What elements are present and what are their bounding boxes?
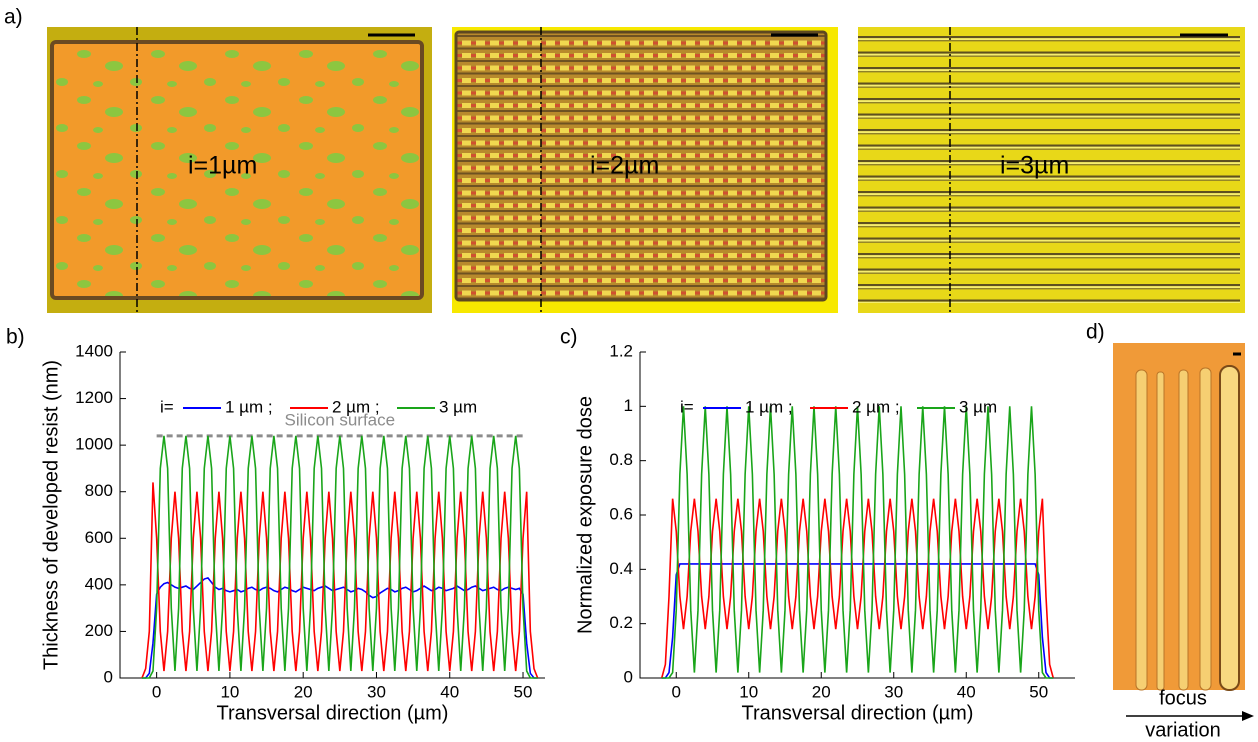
x-tick-label: 10 xyxy=(739,682,758,701)
y-tick-label: 0.6 xyxy=(609,504,633,523)
x-tick-label: 0 xyxy=(672,682,681,701)
x-tick-label: 30 xyxy=(884,682,903,701)
x-tick-label: 20 xyxy=(294,682,313,701)
grating-area xyxy=(454,30,828,302)
y-tick-label: 600 xyxy=(85,528,113,547)
x-tick-label: 20 xyxy=(812,682,831,701)
y-tick-label: 1000 xyxy=(75,435,113,454)
legend-label: 1 µm ; xyxy=(225,397,273,416)
image-label: i=2µm xyxy=(590,152,659,180)
y-tick-label: 0.8 xyxy=(609,450,633,469)
x-tick-label: 50 xyxy=(514,682,533,701)
micrograph-2: i=2µm xyxy=(452,27,838,313)
y-tick-label: 0 xyxy=(624,667,633,686)
micrograph-1: i=1µm xyxy=(47,27,432,313)
annotation-text: Silicon surface xyxy=(285,410,396,429)
x-tick-label: 50 xyxy=(1029,682,1048,701)
y-tick-label: 0 xyxy=(104,667,113,686)
arrow-head xyxy=(1242,711,1254,721)
developed-spots xyxy=(54,44,420,296)
chart: 0 200 400 600 800 1000 1200 1400 0 10 20 30 40 50 Tran… xyxy=(40,341,545,724)
y-tick-label: 1.2 xyxy=(609,341,633,360)
legend-label: 3 µm xyxy=(959,397,997,416)
panel-d: d) focus variation xyxy=(1086,321,1254,741)
legend-label: 2 µm ; xyxy=(852,397,900,416)
legend-label: 2 µm ; xyxy=(332,397,380,416)
y-tick-label: 0.2 xyxy=(609,613,633,632)
y-tick-label: 800 xyxy=(85,481,113,500)
y-tick-label: 1400 xyxy=(75,341,113,360)
x-tick-label: 10 xyxy=(220,682,239,701)
line-pattern xyxy=(1178,369,1189,691)
image-label: i=1µm xyxy=(188,152,257,180)
line-pattern xyxy=(1135,369,1148,691)
y-tick-label: 0.4 xyxy=(609,559,633,578)
panel-label: b) xyxy=(6,326,25,349)
line-pattern xyxy=(1199,367,1212,691)
y-axis-label: Thickness of developed resist (nm) xyxy=(40,360,62,670)
legend-label: 3 µm xyxy=(439,397,477,416)
x-tick-label: 30 xyxy=(367,682,386,701)
micrograph-3: i=3µm xyxy=(858,27,1245,313)
y-tick-label: 1200 xyxy=(75,388,113,407)
y-axis-label: Normalized exposure dose xyxy=(574,396,596,634)
x-axis-label: Transversal direction (µm) xyxy=(217,702,449,724)
legend-title: i= xyxy=(680,397,694,416)
chart: 0 0.2 0.4 0.6 0.8 1 1.2 0 10 20 30 40 50 Transversal … xyxy=(574,341,1075,724)
data-line xyxy=(141,435,538,679)
panel-label: c) xyxy=(560,326,578,349)
x-tick-label: 40 xyxy=(957,682,976,701)
y-tick-label: 200 xyxy=(85,621,113,640)
line-pattern xyxy=(1156,371,1165,691)
legend-label: 1 µm ; xyxy=(745,397,793,416)
legend-title: i= xyxy=(160,397,174,416)
grating-lines xyxy=(858,33,1240,303)
focus-label: focus xyxy=(1159,687,1207,709)
x-axis-label: Transversal direction (µm) xyxy=(742,702,974,724)
data-line xyxy=(141,576,538,679)
image-label: i=3µm xyxy=(1000,152,1069,180)
x-tick-label: 40 xyxy=(440,682,459,701)
line-pattern xyxy=(1219,365,1240,691)
y-tick-label: 1 xyxy=(624,396,633,415)
y-tick-label: 400 xyxy=(85,574,113,593)
data-line xyxy=(661,406,1054,679)
data-line xyxy=(141,482,539,679)
panel-a: a) i=1µm i=2µm i=3µm xyxy=(4,6,1245,313)
axis-line xyxy=(639,352,1075,679)
data-line xyxy=(660,498,1055,679)
x-tick-label: 0 xyxy=(152,682,161,701)
panel-label: a) xyxy=(4,6,23,29)
axis-line xyxy=(119,352,545,679)
panel-label: d) xyxy=(1086,321,1105,344)
focus-label: variation xyxy=(1145,719,1221,741)
data-line xyxy=(661,563,1054,679)
